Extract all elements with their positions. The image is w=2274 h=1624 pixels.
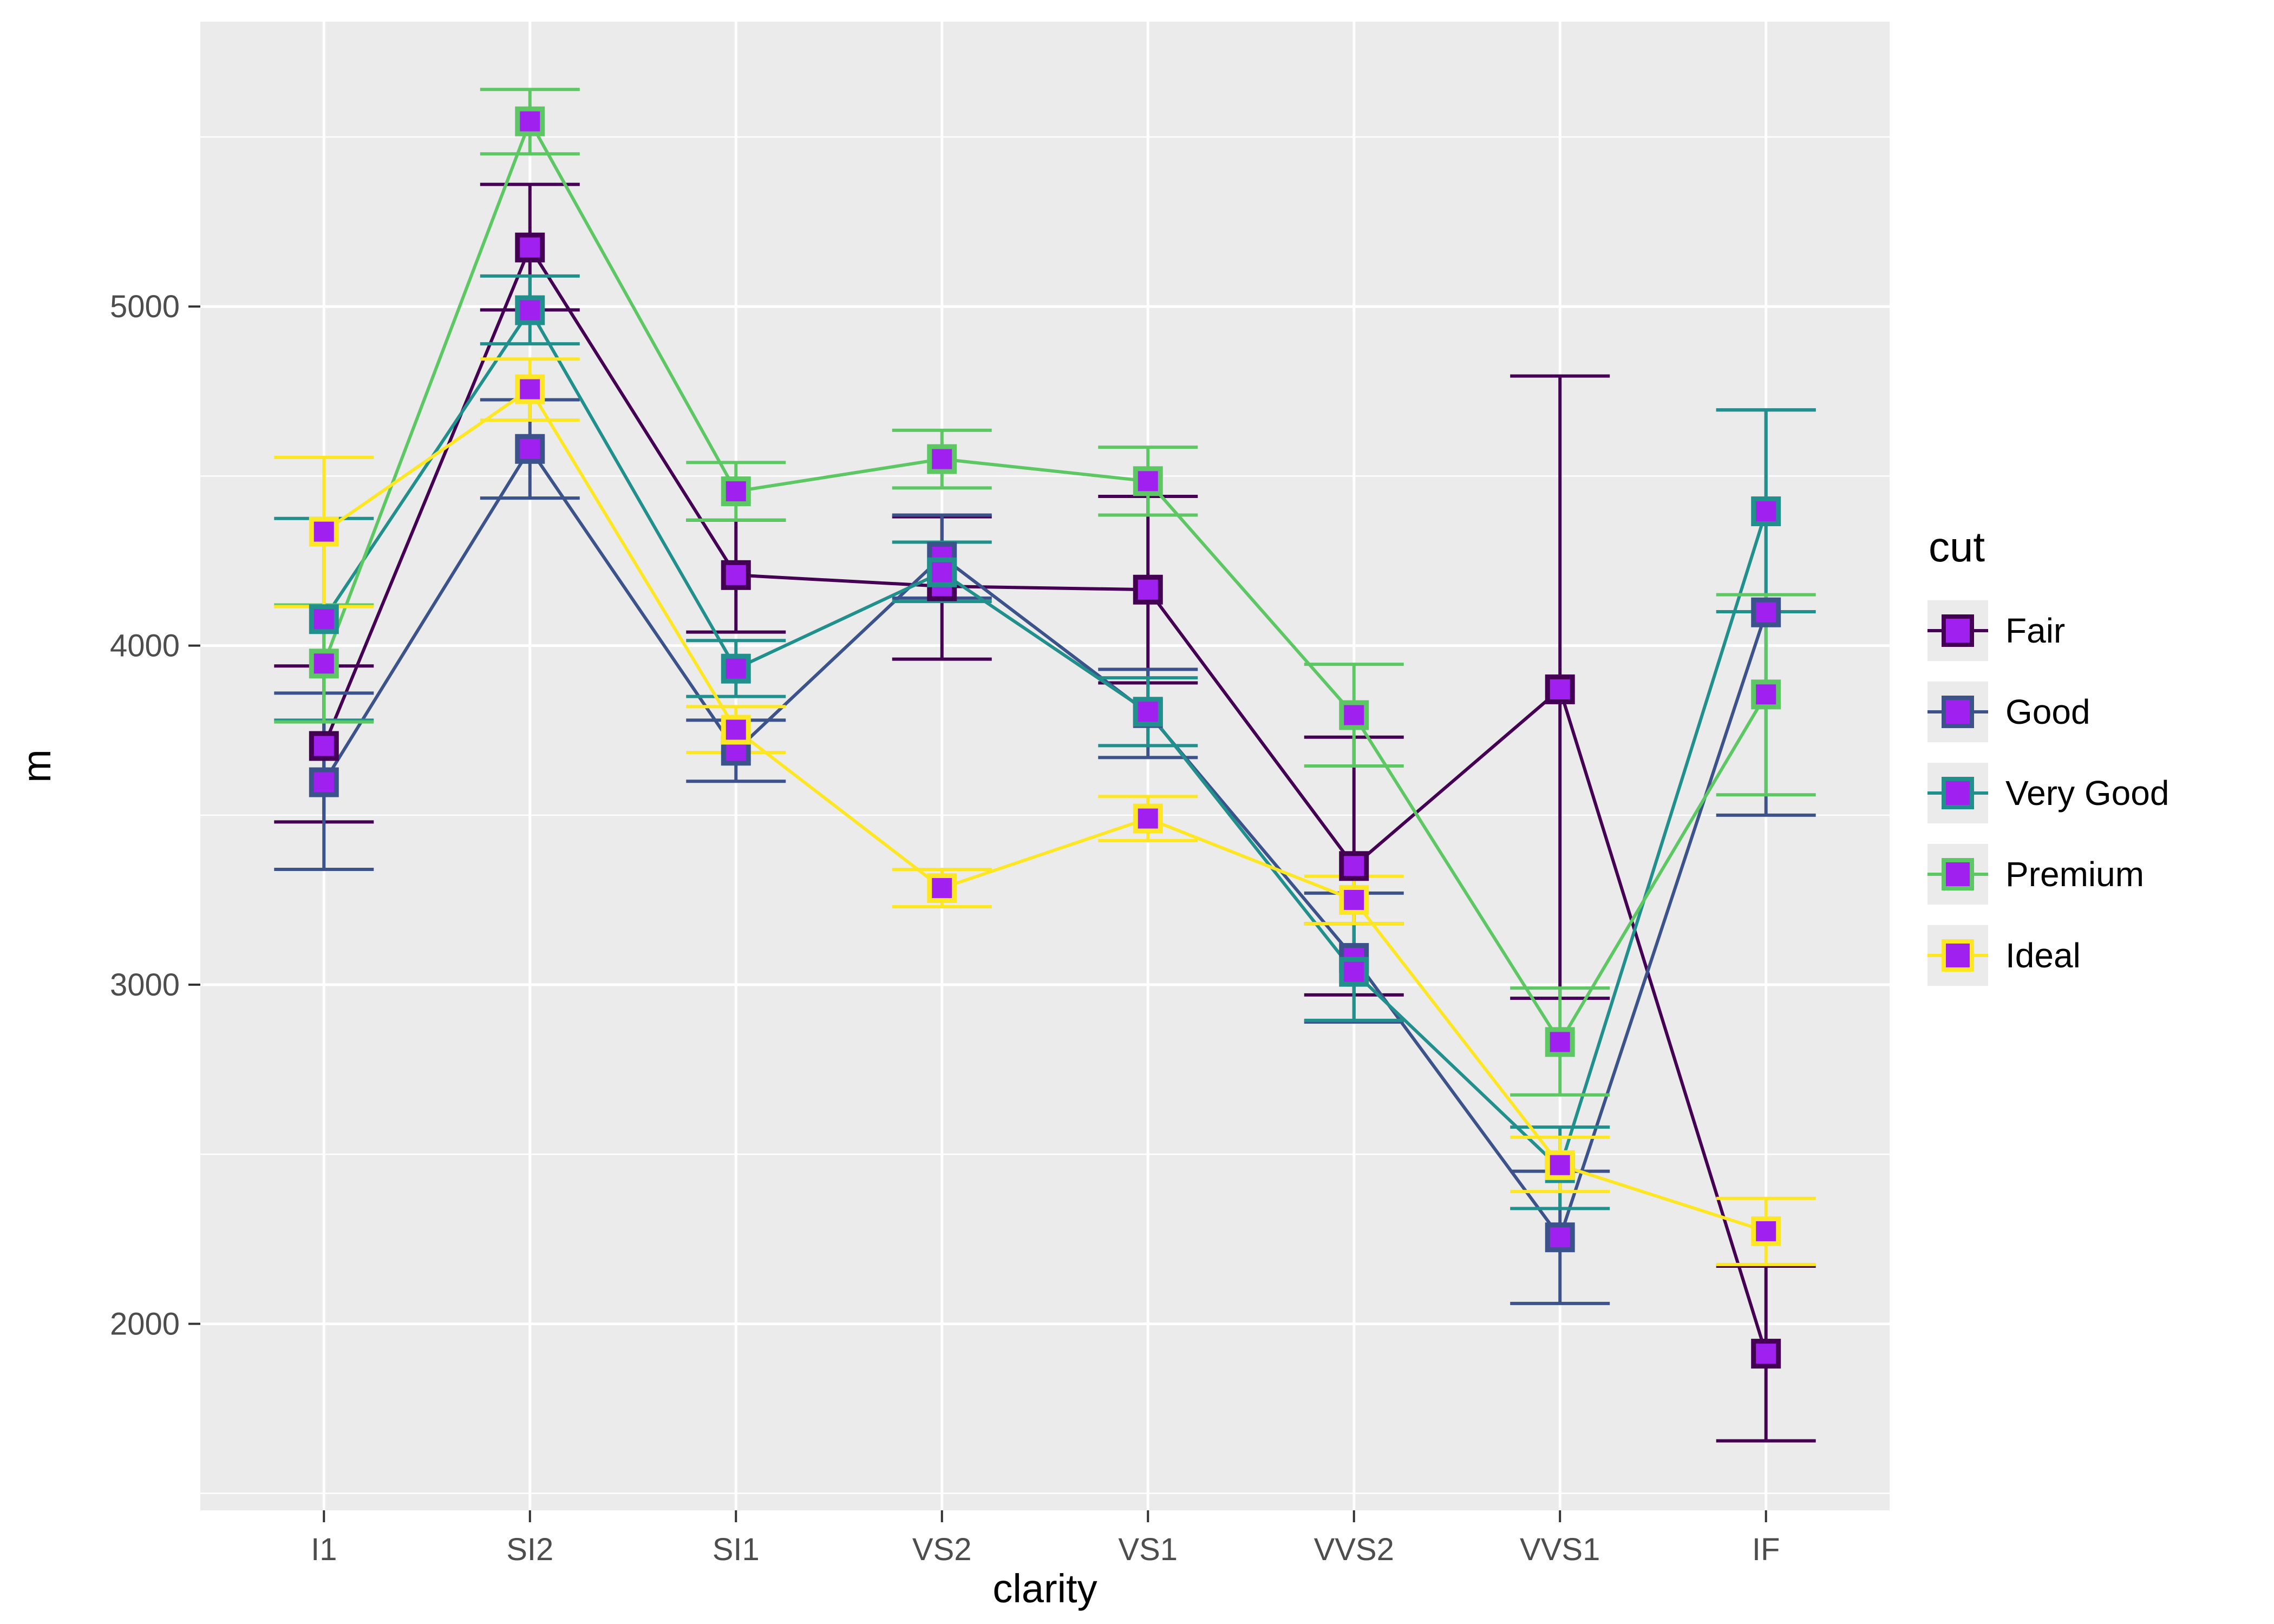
data-point-premium xyxy=(927,444,957,474)
data-point-very-good xyxy=(927,557,957,587)
legend-items: Fair Good Very Good Premium Ideal xyxy=(1927,590,2169,996)
legend-key-icon xyxy=(1927,600,1988,661)
data-point-ideal xyxy=(721,715,751,745)
data-point-premium xyxy=(309,649,339,679)
data-point-ideal xyxy=(927,873,957,903)
data-point-good xyxy=(1751,597,1781,627)
legend-key-icon xyxy=(1927,925,1988,986)
data-point-fair xyxy=(1133,574,1163,605)
legend-key-square xyxy=(1942,614,1974,647)
y-tick-label: 3000 xyxy=(110,967,180,1003)
data-point-ideal xyxy=(1751,1216,1781,1246)
data-point-premium xyxy=(1133,466,1163,496)
series-line-fair xyxy=(322,244,1768,1354)
legend-item-label: Very Good xyxy=(2005,774,2170,813)
data-point-fair xyxy=(1339,851,1369,881)
legend-key-square xyxy=(1942,939,1974,972)
data-point-premium xyxy=(515,106,545,136)
legend-key-square xyxy=(1942,777,1974,809)
legend-item-ideal: Ideal xyxy=(1927,915,2169,996)
x-tick-label: SI1 xyxy=(713,1532,760,1567)
data-point-very-good xyxy=(721,653,751,684)
series-line-very-good xyxy=(322,307,1768,1171)
x-tick-label: VS2 xyxy=(912,1532,972,1567)
series-line-ideal xyxy=(323,387,1767,1233)
data-point-good xyxy=(515,434,545,464)
y-tick-label: 5000 xyxy=(110,289,180,324)
data-point-premium xyxy=(1751,679,1781,710)
legend-item-fair: Fair xyxy=(1927,590,2169,671)
x-tick-label: VVS2 xyxy=(1314,1532,1394,1567)
data-point-ideal xyxy=(1339,885,1369,915)
y-axis-title: m xyxy=(14,749,59,783)
y-tick-label: 4000 xyxy=(110,628,180,664)
data-point-fair xyxy=(721,560,751,590)
data-point-good xyxy=(309,767,339,797)
data-point-fair xyxy=(1545,674,1575,704)
x-axis-title: clarity xyxy=(992,1566,1097,1611)
data-point-premium xyxy=(721,476,751,507)
x-tick-label: SI2 xyxy=(506,1532,553,1567)
legend-key-square xyxy=(1942,696,1974,728)
legend-item-label: Good xyxy=(2005,692,2090,731)
data-point-ideal xyxy=(515,374,545,404)
data-point-premium xyxy=(1339,700,1369,730)
legend-item-label: Ideal xyxy=(2005,936,2081,975)
legend-item-very-good: Very Good xyxy=(1927,752,2169,834)
data-point-fair xyxy=(1751,1339,1781,1369)
data-point-ideal xyxy=(1133,803,1163,834)
data-point-premium xyxy=(1545,1027,1575,1057)
x-tick-label: I1 xyxy=(311,1532,337,1567)
legend-key-icon xyxy=(1927,844,1988,905)
legend-title: cut xyxy=(1929,523,1985,571)
data-point-ideal xyxy=(1545,1150,1575,1180)
x-tick-label: VS1 xyxy=(1118,1532,1178,1567)
data-point-fair xyxy=(515,232,545,263)
data-point-very-good xyxy=(1751,496,1781,527)
series-line-premium xyxy=(322,117,1768,1045)
data-point-very-good xyxy=(1133,697,1163,727)
data-point-very-good xyxy=(515,295,545,325)
data-point-fair xyxy=(309,731,339,761)
panel-background xyxy=(200,22,1890,1510)
x-tick-label: VVS1 xyxy=(1520,1532,1600,1567)
data-point-very-good xyxy=(309,604,339,634)
y-tick-label: 2000 xyxy=(110,1306,180,1341)
data-point-very-good xyxy=(1339,957,1369,987)
legend-item-label: Premium xyxy=(2005,855,2145,894)
legend-key-icon xyxy=(1927,763,1988,823)
legend-key-square xyxy=(1942,858,1974,890)
legend-item-good: Good xyxy=(1927,671,2169,752)
data-point-good xyxy=(1545,1222,1575,1253)
legend-key-icon xyxy=(1927,682,1988,742)
data-point-ideal xyxy=(309,516,339,547)
legend-item-label: Fair xyxy=(2005,611,2066,650)
x-tick-label: IF xyxy=(1752,1532,1780,1567)
legend-item-premium: Premium xyxy=(1927,834,2169,915)
legend: cut Fair Good Very Good Premium Ideal xyxy=(1927,522,2169,996)
